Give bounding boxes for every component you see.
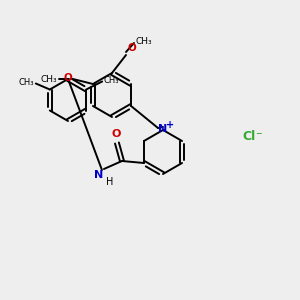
Text: Cl: Cl bbox=[242, 130, 255, 143]
Text: O: O bbox=[127, 43, 136, 53]
Text: CH₃: CH₃ bbox=[136, 38, 153, 46]
Text: N: N bbox=[94, 170, 103, 180]
Text: +: + bbox=[166, 120, 174, 130]
Text: CH₃: CH₃ bbox=[103, 76, 119, 85]
Text: N: N bbox=[158, 124, 168, 134]
Text: CH₃: CH₃ bbox=[40, 74, 57, 83]
Text: ⁻: ⁻ bbox=[255, 130, 262, 143]
Text: CH₃: CH₃ bbox=[18, 78, 34, 87]
Text: O: O bbox=[111, 129, 121, 139]
Text: H: H bbox=[106, 177, 114, 187]
Text: O: O bbox=[63, 73, 72, 83]
